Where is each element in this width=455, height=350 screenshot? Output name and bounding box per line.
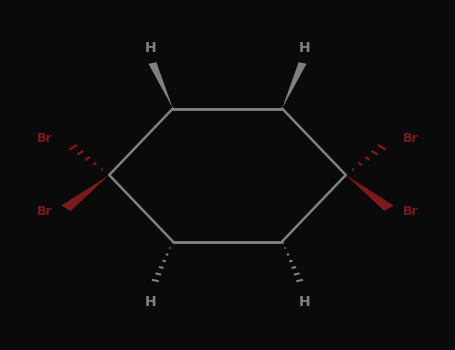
Text: H: H	[144, 295, 156, 309]
Text: Br: Br	[37, 205, 52, 218]
Text: H: H	[299, 295, 311, 309]
Text: Br: Br	[403, 132, 418, 145]
Text: Br: Br	[37, 132, 52, 145]
Polygon shape	[282, 62, 307, 108]
Text: H: H	[299, 41, 311, 55]
Text: H: H	[144, 41, 156, 55]
Polygon shape	[61, 175, 109, 211]
Polygon shape	[346, 175, 394, 211]
Text: Br: Br	[403, 205, 418, 218]
Polygon shape	[148, 62, 173, 108]
